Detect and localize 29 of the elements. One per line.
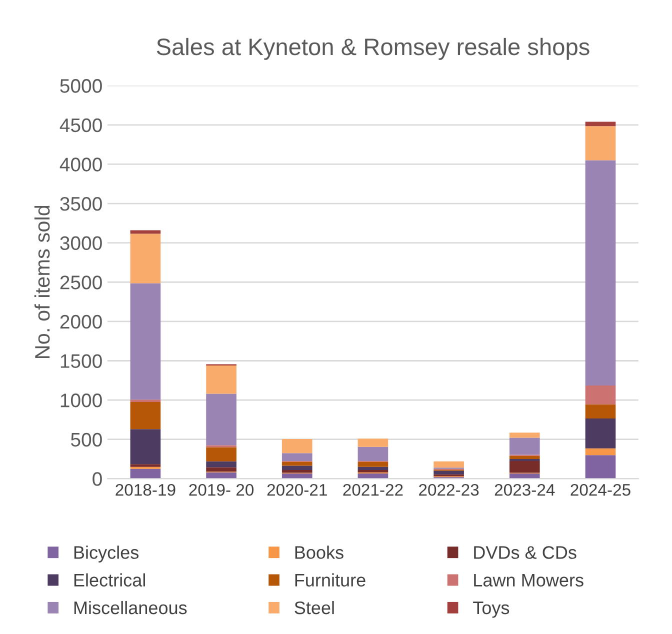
- y-tick-label: 3000: [60, 236, 102, 250]
- legend-label: Furniture: [295, 573, 366, 587]
- y-tick-label: 4000: [60, 158, 102, 172]
- y-tick-label: 5000: [60, 79, 102, 93]
- y-tick-label: 2000: [60, 314, 102, 329]
- legend-label: Electrical: [74, 573, 145, 587]
- y-tick-label: 0: [92, 472, 102, 486]
- x-tick-label: 2022-23: [419, 484, 479, 496]
- legend-label: Lawn Mowers: [474, 574, 584, 587]
- y-tick-label: 1500: [60, 354, 102, 368]
- x-tick-label: 2018-19: [116, 484, 176, 496]
- legend-label: Steel: [294, 600, 334, 614]
- legend-label: Toys: [473, 602, 510, 618]
- x-tick-label: 2020-21: [267, 484, 327, 496]
- x-tick-label: 2019- 20: [189, 484, 254, 496]
- legend-label: Miscellaneous: [74, 600, 187, 614]
- y-tick-label: 2500: [60, 276, 102, 290]
- legend-label: Bicycles: [74, 546, 139, 562]
- y-tick-label: 3500: [60, 196, 102, 211]
- x-tick-label: 2024-25: [570, 484, 630, 496]
- chart-title: Sales at Kyneton & Romsey resale shops: [156, 38, 590, 60]
- x-tick-label: 2023-24: [494, 484, 555, 496]
- legend-label: DVDs & CDs: [474, 546, 576, 559]
- y-tick-label: 500: [71, 432, 102, 447]
- y-axis-title: No. of items sold: [34, 206, 50, 358]
- y-tick-label: 1000: [60, 394, 102, 408]
- y-tick-label: 4500: [60, 118, 102, 132]
- legend-label: Books: [295, 546, 344, 559]
- x-tick-label: 2021-22: [343, 484, 403, 496]
